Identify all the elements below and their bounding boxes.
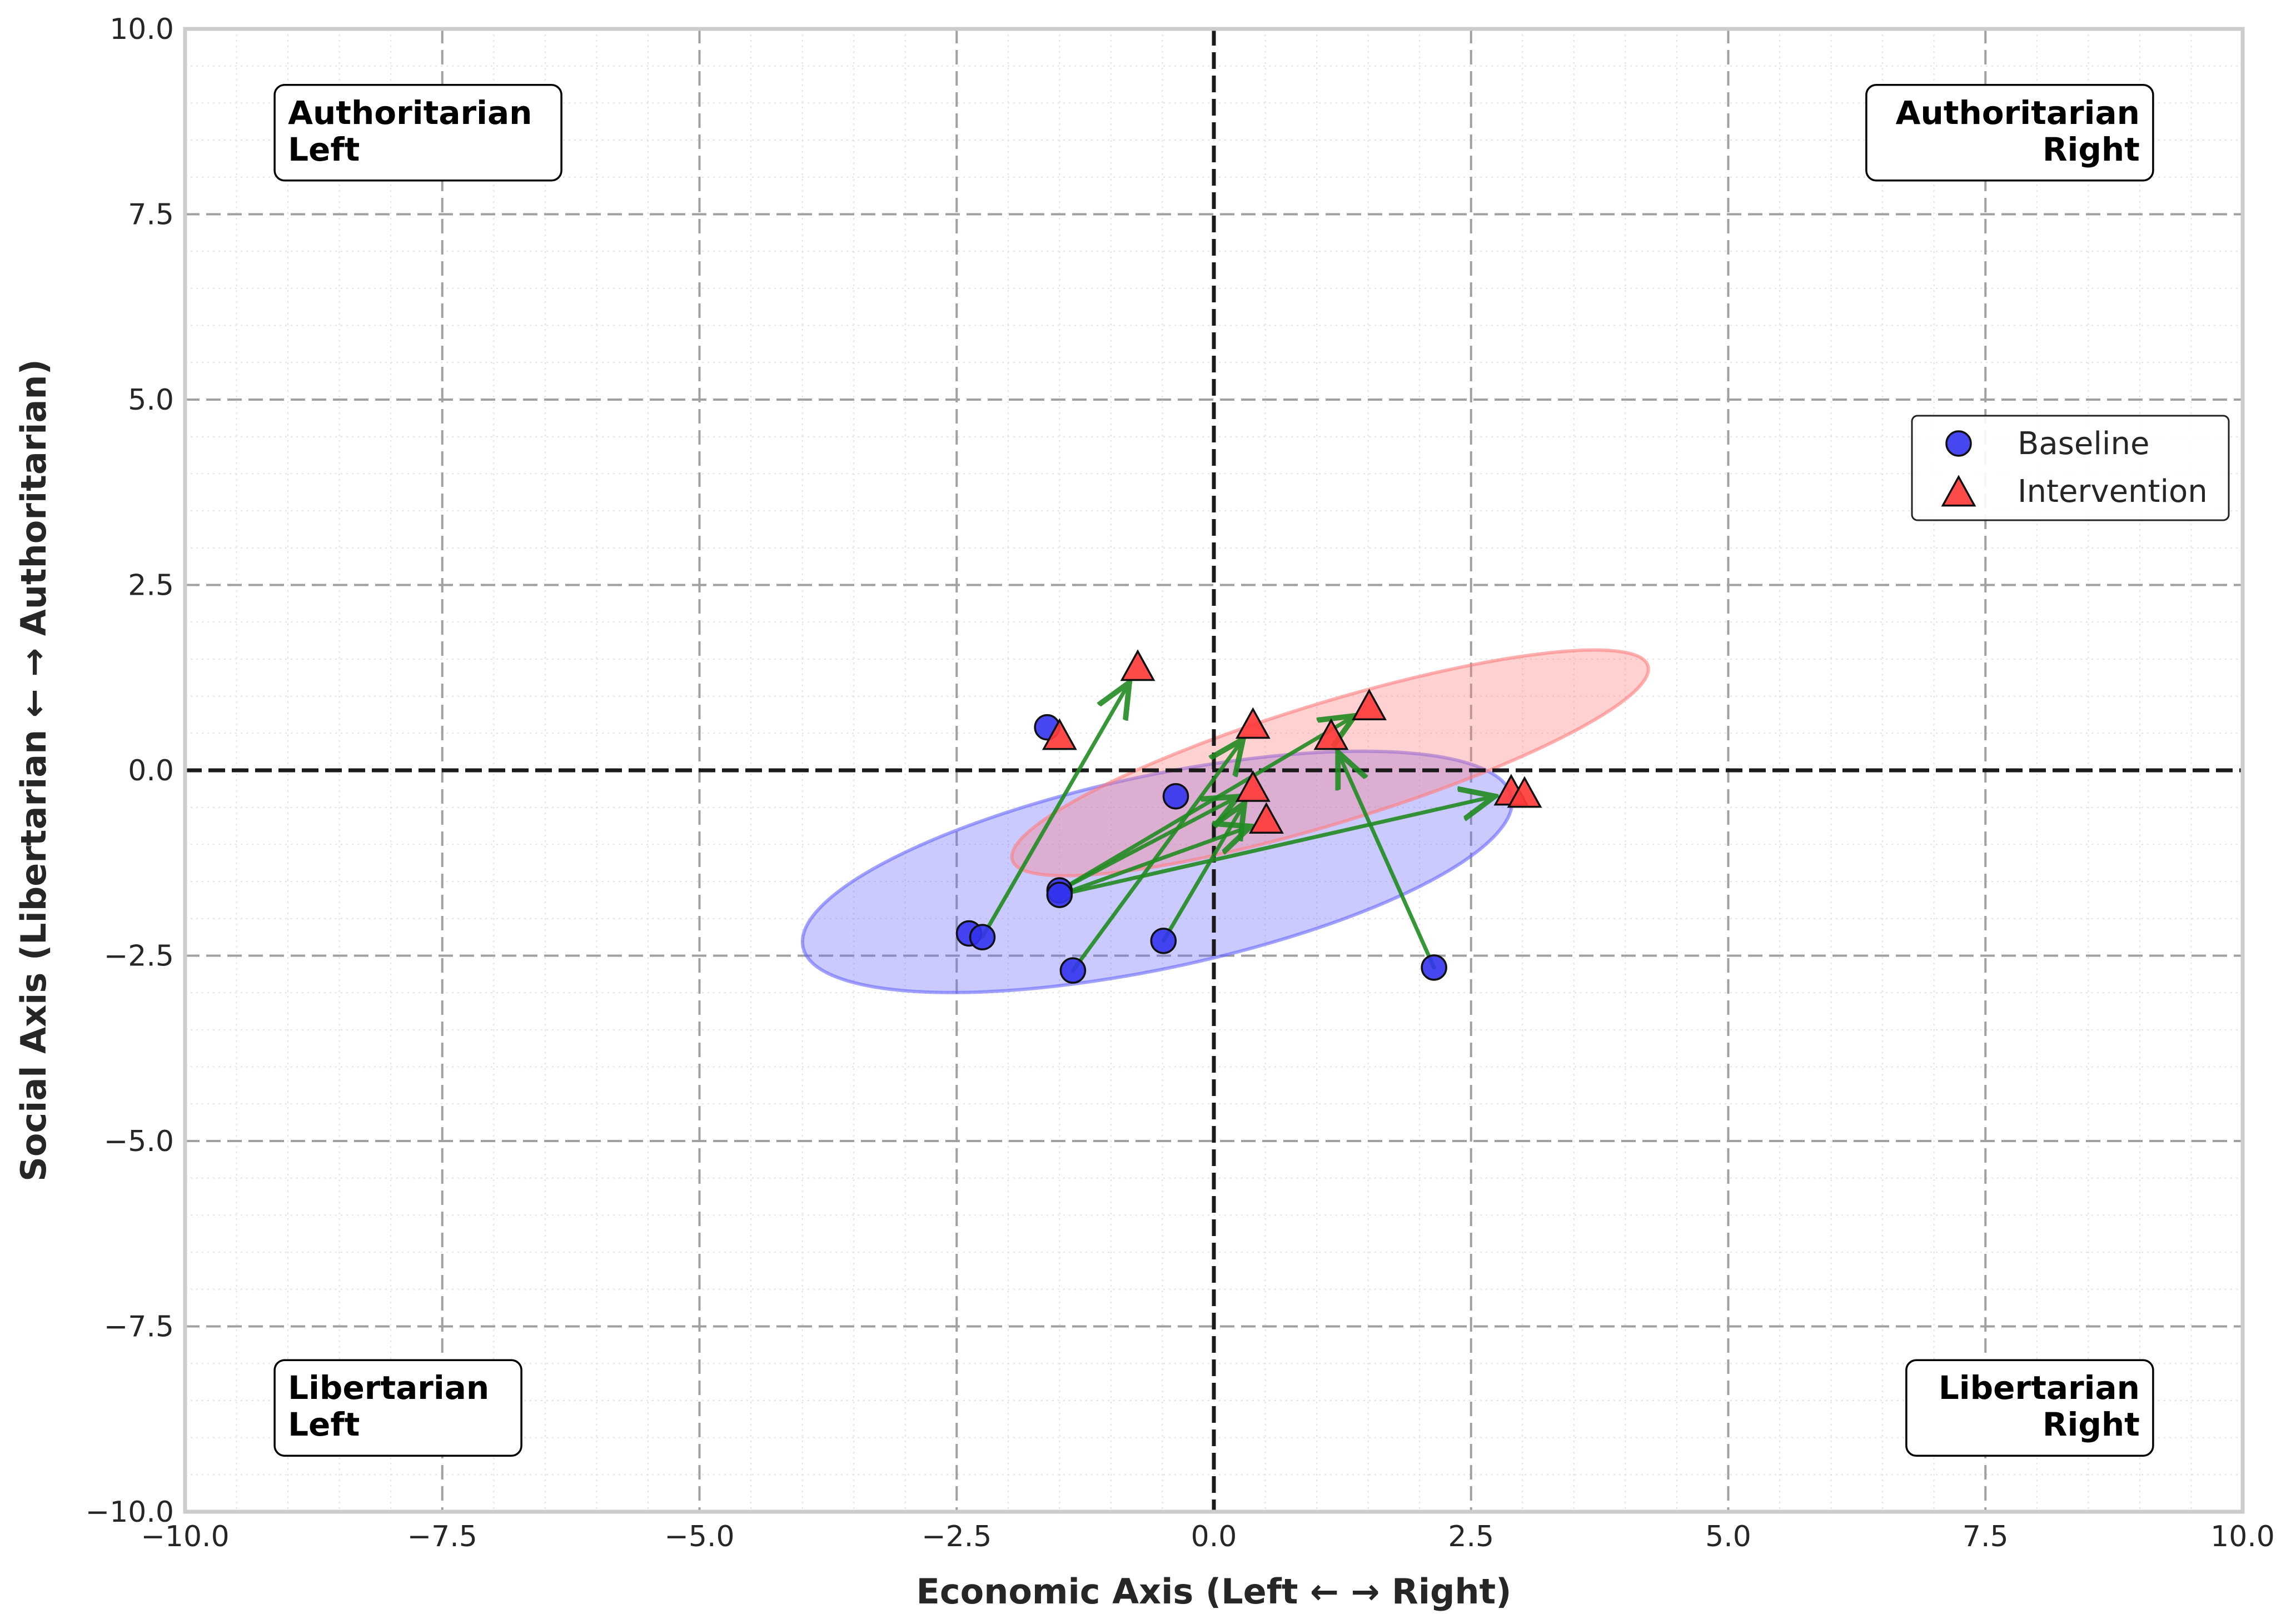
baseline-point (1421, 954, 1447, 981)
y-tick-label: −2.5 (104, 940, 174, 973)
quadrant-label-text: Right (2043, 1406, 2140, 1443)
y-axis-title: Social Axis (Libertarian ← → Authoritari… (13, 359, 54, 1182)
intervention-point (1248, 802, 1284, 834)
y-tick-label: 10.0 (109, 13, 174, 46)
quadrant-label-box (273, 84, 562, 182)
intervention-point (1120, 649, 1156, 681)
quadrant-label-text: Right (2043, 131, 2140, 168)
legend-baseline-marker (1945, 430, 1972, 457)
quadrant-label-box (1865, 84, 2154, 182)
quadrant-label-text: Left (288, 1406, 360, 1443)
intervention-point (1507, 776, 1542, 808)
shift-arrow (1338, 752, 1436, 970)
quadrant-label-text: Authoritarian (288, 94, 532, 132)
baseline-point (1150, 928, 1177, 954)
quadrant-label-text: Libertarian (1939, 1369, 2140, 1407)
quadrant-labels: AuthoritarianLeftAuthoritarianRightLiber… (273, 84, 2154, 1457)
y-tick-label: 5.0 (128, 383, 174, 417)
tick-labels: −10.0 −7.5 −5.0 −2.5 0.0 2.5 5.0 7.5 10.0 −10.0 −7… (86, 13, 2275, 1553)
intervention-point (1235, 707, 1271, 739)
shift-arrow (1057, 796, 1495, 897)
shift-arrow (1070, 739, 1243, 973)
y-tick-label: 2.5 (128, 569, 174, 602)
plot-frame (183, 27, 2245, 1514)
x-tick-label: 2.5 (1448, 1520, 1494, 1553)
quadrant-label-box (273, 1359, 522, 1457)
quadrant-label-text: Left (288, 131, 360, 168)
baseline-point (1059, 957, 1087, 984)
intervention-point (1042, 718, 1077, 750)
baseline-point (969, 924, 996, 950)
legend-intervention-marker (1941, 475, 1976, 507)
quadrant-label-text: Authoritarian (1896, 94, 2140, 132)
y-tick-label: −7.5 (104, 1311, 174, 1344)
x-tick-label: −5.0 (664, 1520, 734, 1553)
quadrant-label-text: Libertarian (288, 1369, 489, 1407)
quadrant-label-box (1905, 1359, 2154, 1457)
y-tick-label: −5.0 (104, 1125, 174, 1158)
x-tick-label: −10.0 (141, 1520, 229, 1553)
shift-arrow (980, 683, 1130, 939)
legend: Baseline Intervention (1911, 415, 2230, 521)
x-axis-title: Economic Axis (Left ← → Right) (917, 1571, 1512, 1612)
intervention-point (1352, 688, 1387, 720)
y-tick-label: 7.5 (128, 198, 174, 232)
legend-box (1911, 415, 2230, 521)
shift-arrow (1057, 796, 1238, 893)
intervention-point (1313, 718, 1349, 750)
data-points (955, 649, 1542, 984)
x-tick-label: 0.0 (1191, 1520, 1237, 1553)
x-tick-label: 5.0 (1705, 1520, 1751, 1553)
x-tick-label: −2.5 (922, 1520, 992, 1553)
shift-arrow (1161, 803, 1244, 943)
x-tick-label: 10.0 (2210, 1520, 2275, 1553)
legend-label: Baseline (2018, 426, 2149, 462)
intervention-point (1235, 770, 1271, 802)
baseline-point (1162, 783, 1189, 810)
shift-arrows (980, 683, 1495, 973)
y-tick-label: −10.0 (86, 1496, 174, 1529)
x-tick-label: −7.5 (407, 1520, 477, 1553)
baseline-point (1046, 881, 1073, 908)
confidence-ellipse (1010, 648, 1650, 878)
x-tick-label: 7.5 (1963, 1520, 2009, 1553)
legend-label: Intervention (2018, 474, 2208, 510)
y-tick-label: 0.0 (128, 754, 174, 788)
